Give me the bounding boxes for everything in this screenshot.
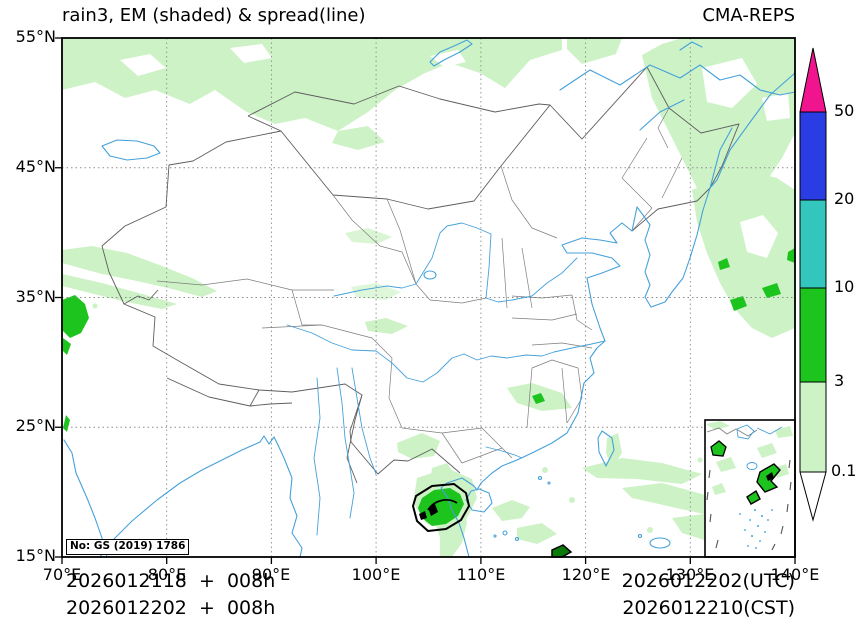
colorbar-tick-50: 50 [834, 101, 855, 120]
colorbar-seg-20-50 [799, 111, 827, 201]
lat-tick-45n: 45°N [15, 157, 56, 176]
colorbar-under-arrow [799, 471, 827, 522]
axis-ticks [55, 37, 796, 564]
colorbar [799, 47, 827, 522]
lat-tick-25n: 25°N [15, 416, 56, 435]
model-label: CMA-REPS [702, 5, 795, 26]
rivers-coastlines [63, 39, 796, 558]
colorbar-tick-20: 20 [834, 189, 855, 208]
lat-tick-15n: 15°N [15, 546, 56, 565]
lon-tick-100e: 100°E [351, 565, 401, 584]
graticule-gridlines [62, 38, 795, 557]
lat-tick-55n: 55°N [15, 27, 56, 46]
lon-tick-130e: 130°E [665, 565, 715, 584]
map-license-badge: No: GS (2019) 1786 [66, 539, 190, 556]
lon-tick-120e: 120°E [561, 565, 611, 584]
province-boundaries [156, 107, 683, 464]
lon-tick-110e: 110°E [456, 565, 506, 584]
footer-init-cst: 2026012202 + 008h [66, 597, 276, 619]
footer-valid-utc: 2026012202(UTC) [621, 570, 795, 592]
rain-shading-layer [62, 38, 795, 557]
colorbar-tick-0p1: 0.1 [831, 461, 857, 480]
national-boundaries [101, 66, 740, 484]
footer-valid-cst: 2026012210(CST) [622, 597, 795, 619]
lon-tick-80e: 80°E [147, 565, 187, 584]
lon-tick-140e: 140°E [770, 565, 820, 584]
lon-tick-90e: 90°E [251, 565, 291, 584]
colorbar-tick-10: 10 [834, 277, 855, 296]
colorbar-seg-10-20 [799, 199, 827, 289]
footer-init-utc: 2026012118 + 008h [66, 570, 276, 592]
lon-tick-70e: 70°E [42, 565, 82, 584]
inset-dash-line [706, 459, 792, 551]
inset-island-dots [739, 508, 773, 549]
map-frame [55, 37, 796, 564]
colorbar-tick-3: 3 [834, 371, 845, 390]
lat-tick-35n: 35°N [15, 287, 56, 306]
spread-contours [412, 483, 573, 558]
colorbar-seg-01-3 [799, 381, 827, 473]
colorbar-seg-3-10 [799, 287, 827, 383]
south-china-sea-inset [704, 419, 796, 558]
chart-title: rain3, EM (shaded) & spread(line) [62, 5, 366, 26]
colorbar-over-arrow [799, 47, 827, 113]
